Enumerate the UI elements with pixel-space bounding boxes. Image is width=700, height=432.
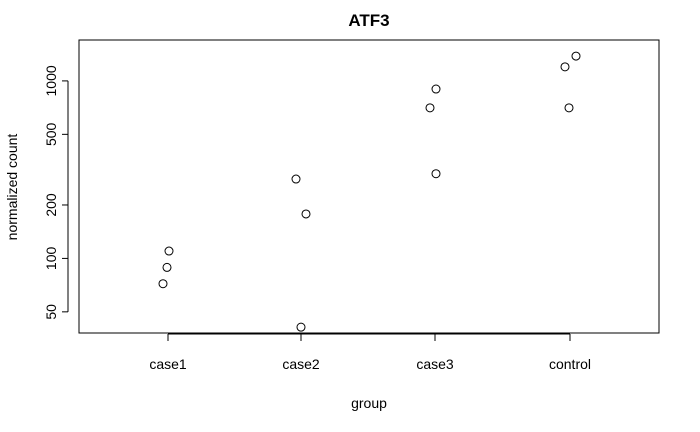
data-point bbox=[571, 51, 581, 61]
data-point bbox=[425, 103, 435, 113]
x-tick-label: case1 bbox=[149, 356, 187, 372]
data-points bbox=[158, 51, 581, 332]
data-point bbox=[431, 169, 441, 179]
chart-title: ATF3 bbox=[348, 11, 389, 30]
y-axis: 50 100 200 500 1000 bbox=[43, 65, 69, 320]
x-axis-label: group bbox=[351, 395, 387, 411]
data-point bbox=[431, 84, 441, 94]
data-point bbox=[158, 279, 168, 289]
data-point bbox=[560, 62, 570, 72]
data-point bbox=[564, 103, 574, 113]
y-tick-label: 200 bbox=[43, 193, 59, 217]
y-tick-label: 1000 bbox=[43, 65, 59, 96]
data-point bbox=[291, 174, 301, 184]
y-tick-label: 100 bbox=[43, 247, 59, 271]
x-tick-label: control bbox=[549, 356, 591, 372]
data-point bbox=[296, 322, 306, 332]
data-point bbox=[301, 209, 311, 219]
x-tick-label: case2 bbox=[282, 356, 320, 372]
x-axis: case1 case2 case3 control bbox=[149, 333, 591, 372]
data-point bbox=[162, 262, 172, 272]
x-tick-label: case3 bbox=[416, 356, 454, 372]
plot-area bbox=[78, 39, 660, 334]
data-point bbox=[164, 246, 174, 256]
y-tick-label: 500 bbox=[43, 122, 59, 146]
y-axis-label: normalized count bbox=[4, 134, 20, 241]
y-tick-label: 50 bbox=[43, 304, 59, 320]
